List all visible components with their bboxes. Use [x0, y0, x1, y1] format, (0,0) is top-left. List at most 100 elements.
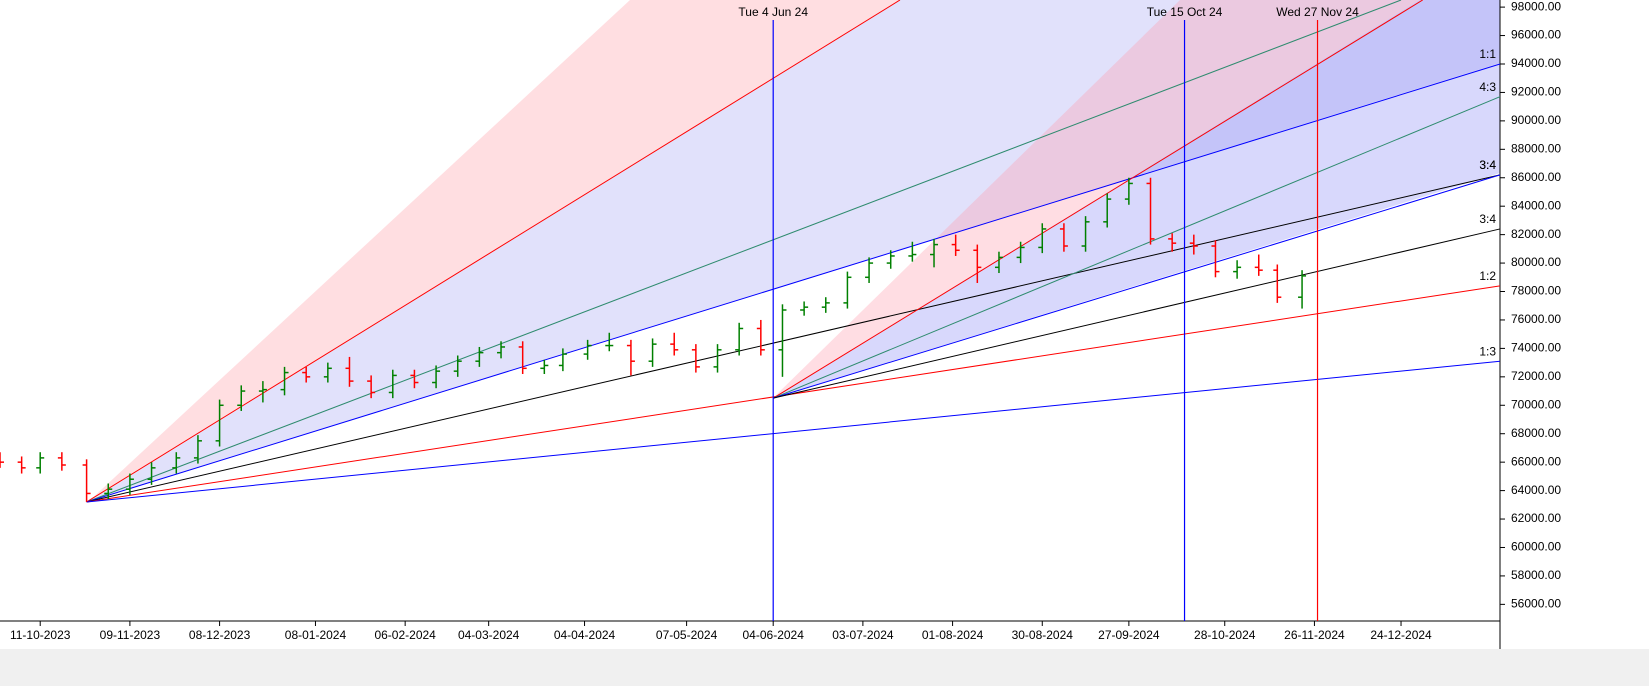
- x-tick-label: 04-06-2024: [743, 628, 805, 642]
- x-tick-label: 28-10-2024: [1194, 628, 1256, 642]
- ohlc-bar: [886, 250, 895, 269]
- y-tick-label: 64000.00: [1511, 483, 1561, 497]
- ohlc-bar: [57, 452, 66, 471]
- fan-zone: [773, 0, 1500, 398]
- marker-label: Wed 27 Nov 24: [1276, 5, 1359, 19]
- ohlc-bar: [735, 322, 744, 356]
- fan-label: 1:2: [1479, 269, 1496, 283]
- ohlc-bar: [193, 435, 202, 464]
- y-tick-label: 88000.00: [1511, 141, 1561, 155]
- y-tick-label: 90000.00: [1511, 113, 1561, 127]
- ohlc-bar: [104, 483, 113, 500]
- fan-zone: [88, 0, 1500, 502]
- status-strip: [0, 649, 1649, 686]
- x-tick-label: 03-07-2024: [832, 628, 894, 642]
- fan-line: [773, 174, 1501, 399]
- ohlc-bar: [82, 459, 91, 502]
- ohlc-bar: [215, 399, 224, 447]
- x-tick-label: 09-11-2023: [100, 628, 161, 642]
- x-tick-label: 04-03-2024: [458, 628, 520, 642]
- ohlc-bar: [713, 344, 722, 373]
- ohlc-bar: [237, 385, 246, 411]
- y-tick-label: 74000.00: [1511, 341, 1561, 355]
- ohlc-bar: [908, 241, 917, 262]
- ohlc-bar: [258, 381, 267, 403]
- x-tick-label: 06-02-2024: [374, 628, 436, 642]
- fan-zone: [773, 0, 1420, 398]
- ohlc-bar: [994, 251, 1003, 274]
- ohlc-bar: [626, 339, 635, 376]
- fan-line: [773, 96, 1501, 399]
- x-tick-label: 26-11-2024: [1284, 628, 1345, 642]
- ohlc-bar: [648, 338, 657, 367]
- ohlc-bar: [1038, 223, 1047, 254]
- ohlc-bar: [843, 271, 852, 309]
- y-tick-label: 94000.00: [1511, 56, 1561, 70]
- x-tick-label: 11-10-2023: [10, 628, 71, 642]
- y-tick-label: 62000.00: [1511, 511, 1561, 525]
- ohlc-bar: [1081, 216, 1090, 252]
- fan-label: 1:3: [1479, 344, 1496, 358]
- x-tick-label: 08-01-2024: [285, 628, 347, 642]
- y-tick-label: 68000.00: [1511, 426, 1561, 440]
- y-axis-band: [1500, 0, 1649, 649]
- y-tick-label: 66000.00: [1511, 454, 1561, 468]
- marker-label: Tue 4 Jun 24: [738, 5, 808, 19]
- fan-line: [86, 360, 1501, 503]
- y-tick-label: 60000.00: [1511, 540, 1561, 554]
- y-tick-label: 84000.00: [1511, 198, 1561, 212]
- fan-label: 4:3: [1479, 80, 1496, 94]
- y-tick-label: 98000.00: [1511, 0, 1561, 13]
- x-tick-label: 24-12-2024: [1370, 628, 1432, 642]
- ohlc-bar: [432, 365, 441, 389]
- fan-line: [86, 63, 1501, 503]
- fan-line: [86, 0, 901, 503]
- y-tick-label: 76000.00: [1511, 312, 1561, 326]
- ohlc-bar: [691, 344, 700, 373]
- fan-label: 3:4: [1479, 212, 1496, 226]
- y-tick-label: 80000.00: [1511, 255, 1561, 269]
- fan-line: [86, 0, 1402, 503]
- fan-label: 3:4: [1479, 158, 1496, 172]
- ohlc-bar: [778, 304, 787, 377]
- ohlc-bar: [1059, 223, 1068, 252]
- ohlc-bar: [453, 355, 462, 377]
- ohlc-bar: [280, 366, 289, 396]
- y-tick-label: 70000.00: [1511, 397, 1561, 411]
- ohlc-bar: [800, 301, 809, 316]
- ohlc-bar: [1233, 260, 1242, 279]
- ohlc-bar: [1124, 177, 1133, 205]
- ohlc-bar: [670, 332, 679, 356]
- ohlc-bar: [540, 359, 549, 374]
- ohlc-bar: [302, 366, 311, 383]
- x-tick-label: 30-08-2024: [1012, 628, 1074, 642]
- ohlc-bar: [930, 238, 939, 268]
- x-tick-label: 01-08-2024: [922, 628, 984, 642]
- marker-label: Tue 15 Oct 24: [1147, 5, 1223, 19]
- ohlc-bar: [951, 234, 960, 256]
- ohlc-bar: [345, 356, 354, 387]
- ohlc-bar: [558, 348, 567, 372]
- ohlc-bar: [1211, 240, 1220, 278]
- ohlc-bar: [1298, 270, 1307, 309]
- y-tick-label: 82000.00: [1511, 227, 1561, 241]
- ohlc-bar: [1189, 234, 1198, 255]
- y-tick-label: 72000.00: [1511, 369, 1561, 383]
- ohlc-bar: [1016, 241, 1025, 264]
- y-tick-label: 96000.00: [1511, 28, 1561, 42]
- y-tick-label: 78000.00: [1511, 284, 1561, 298]
- ohlc-bar: [605, 332, 614, 352]
- ohlc-bar: [1146, 177, 1155, 245]
- ohlc-bar: [497, 341, 506, 359]
- y-tick-label: 92000.00: [1511, 85, 1561, 99]
- ohlc-bar: [17, 456, 26, 474]
- fan-label: 3:4: [1479, 158, 1496, 172]
- plot-layer: 1:13:41:21:34:33:43:4: [0, 0, 1501, 503]
- ohlc-bar: [583, 339, 592, 360]
- ohlc-bar: [865, 257, 874, 283]
- x-tick-label: 27-09-2024: [1098, 628, 1160, 642]
- x-tick-label: 08-12-2023: [189, 628, 251, 642]
- ohlc-bar: [125, 473, 134, 495]
